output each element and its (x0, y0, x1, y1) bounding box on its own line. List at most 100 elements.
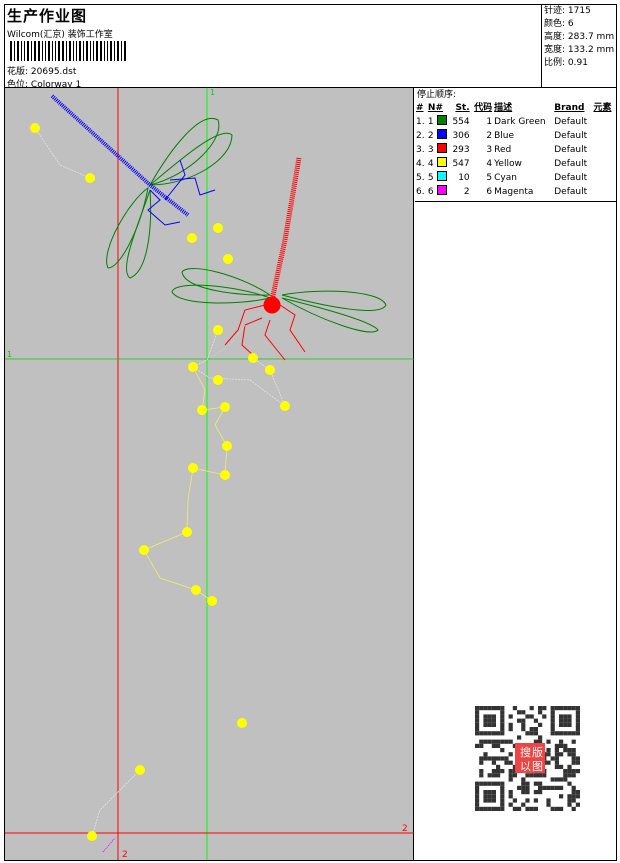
design-preview: 1 1 2 2 (5, 88, 414, 860)
row-needle: 6 (427, 186, 434, 197)
row-brand: Default (554, 158, 588, 169)
row-brand: Default (554, 186, 588, 197)
column-header: 代码 (474, 103, 493, 113)
stitch-point (222, 441, 232, 451)
info-value: 0.91 (567, 58, 588, 68)
company-name: Wilcom(汇京) 装饰工作室 (7, 30, 113, 40)
stitch-point (188, 463, 198, 473)
row-code: 5 (486, 172, 493, 183)
marker-label: 1 (7, 350, 12, 359)
page-title: 生产作业图 (7, 7, 88, 25)
dragonfly-blue (50, 94, 216, 226)
info-value: 133.2 mm (567, 45, 615, 55)
column-header: St. (455, 103, 470, 113)
design-info: 针迹: 1715 颜色: 6 高度: 283.7 mm 宽度: 133.2 mm 比例:… (541, 4, 617, 88)
row-needle: 1 (427, 116, 434, 127)
svg-text:以: 以 (520, 760, 531, 773)
yellow-stitch-points (30, 123, 290, 841)
stitch-point (220, 470, 230, 480)
row-description: Magenta (494, 186, 534, 197)
design-value: 20695.dst (30, 67, 77, 77)
table-row: 1. 1 554 1 Dark Green Default (415, 115, 615, 129)
dragonfly-wings-right (171, 268, 387, 333)
row-index: 3. (416, 144, 425, 155)
stitch-point (248, 353, 258, 363)
row-code: 2 (486, 130, 493, 141)
row-brand: Default (554, 130, 588, 141)
row-stitches: 554 (452, 116, 470, 127)
stitch-point (85, 173, 95, 183)
stitch-point (213, 223, 223, 233)
stitch-point (139, 545, 149, 555)
stitch-point (207, 596, 217, 606)
column-header: N# (427, 103, 443, 113)
row-description: Cyan (494, 172, 517, 183)
color-swatch (436, 143, 449, 157)
stitch-point (191, 585, 201, 595)
column-header: 元素 (593, 103, 612, 113)
info-row: 颜色: 6 (544, 18, 615, 31)
row-code: 6 (486, 186, 493, 197)
table-row: 3. 3 293 3 Red Default (415, 143, 615, 157)
marker-label: 2 (402, 824, 408, 834)
design-canvas[interactable]: 1 1 2 2 (5, 88, 414, 860)
dragonfly-wings-left (106, 117, 233, 279)
info-value: 283.7 mm (567, 32, 615, 42)
info-value: 1715 (567, 6, 591, 16)
colorway-value: Colorway 1 (30, 80, 82, 90)
info-label: 宽度: (544, 45, 566, 55)
row-code: 4 (486, 158, 493, 169)
stop-sequence-title: 停止顺序: (417, 90, 457, 100)
magenta-stitches (102, 837, 116, 853)
row-index: 2. (416, 130, 425, 141)
color-swatch (436, 129, 449, 143)
marker-label: 1 (210, 88, 215, 97)
info-value: 6 (567, 19, 574, 29)
column-header: Brand (554, 103, 585, 113)
stitch-point (265, 365, 275, 375)
row-brand: Default (554, 144, 588, 155)
stitch-point (197, 405, 207, 415)
row-index: 6. (416, 186, 425, 197)
info-label: 针迹: (544, 6, 566, 16)
stitch-point (182, 527, 192, 537)
table-row: 4. 4 547 4 Yellow Default (415, 157, 615, 171)
row-description: Yellow (494, 158, 522, 169)
dragonfly-red (224, 157, 306, 361)
row-description: Blue (494, 130, 515, 141)
stitch-point (213, 375, 223, 385)
row-stitches: 2 (463, 186, 470, 197)
stitch-point (187, 233, 197, 243)
row-code: 3 (486, 144, 493, 155)
info-row: 宽度: 133.2 mm (544, 44, 615, 57)
stitch-point (188, 362, 198, 372)
svg-text:图: 图 (532, 760, 543, 773)
info-row: 高度: 283.7 mm (544, 31, 615, 44)
stitch-point (237, 718, 247, 728)
header: 生产作业图 Wilcom(汇京) 装饰工作室 花版: 20695.dst 色位:… (4, 4, 617, 90)
info-label: 比例: (544, 58, 566, 68)
barcode (10, 41, 128, 61)
color-sequence-panel: 停止顺序: # N# St. 代码 描述 Brand 元素 1. 1 554 1 Dark Gree… (415, 88, 616, 202)
stitch-point (220, 402, 230, 412)
jump-stitches (34, 127, 91, 179)
row-stitches: 10 (458, 172, 470, 183)
info-row: 比例: 0.91 (544, 57, 615, 70)
stitch-point (30, 123, 40, 133)
column-header: # (416, 103, 424, 113)
row-needle: 2 (427, 130, 434, 141)
column-header: 描述 (494, 103, 513, 113)
stitch-point (223, 254, 233, 264)
info-label: 高度: (544, 32, 566, 42)
stitch-point (213, 325, 223, 335)
colorway: 色位: Colorway 1 (7, 77, 81, 90)
marker-label: 2 (122, 850, 128, 860)
stitch-point (87, 831, 97, 841)
row-needle: 5 (427, 172, 434, 183)
color-swatch (436, 115, 449, 129)
color-swatch (436, 157, 449, 171)
row-brand: Default (554, 172, 588, 183)
row-index: 4. (416, 158, 425, 169)
row-stitches: 293 (452, 144, 470, 155)
